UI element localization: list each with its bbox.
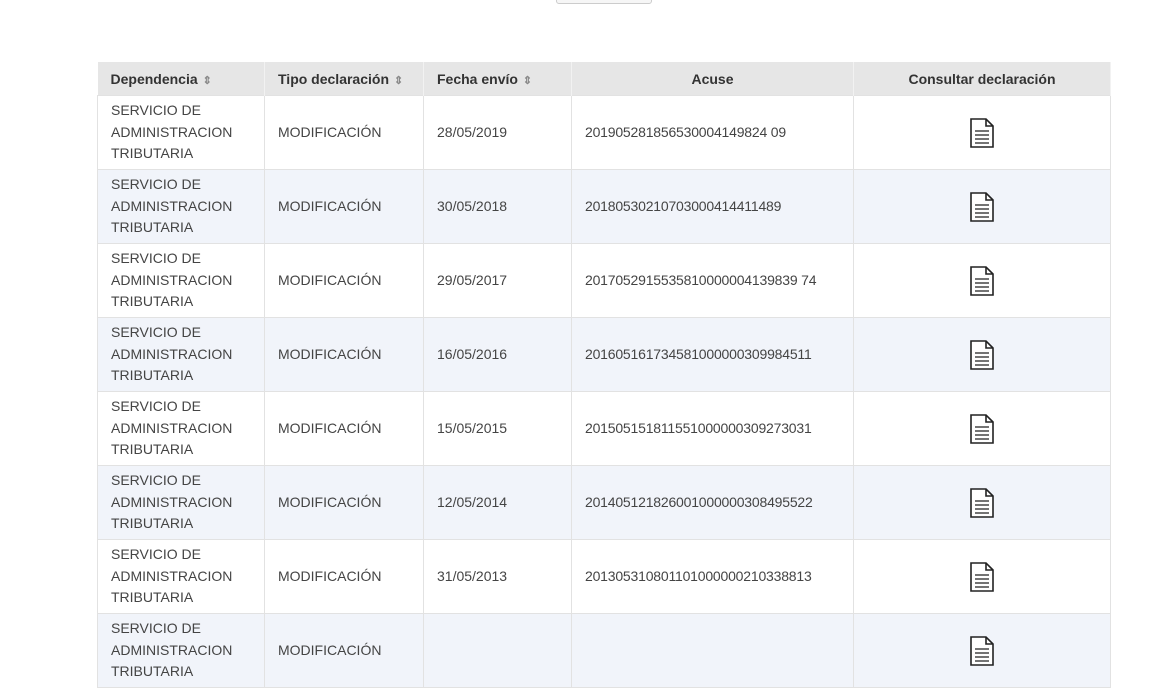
header-acuse: Acuse — [571, 62, 854, 96]
document-icon[interactable] — [969, 561, 995, 592]
document-icon[interactable] — [969, 487, 995, 518]
table-header-row: Dependencia ⇕ Tipo declaración ⇕ Fecha env… — [97, 62, 1111, 96]
cell-dependencia: SERVICIO DE ADMINISTRACION TRIBUTARIA — [97, 613, 265, 688]
cell-acuse: 201905281856530004149824 09 — [571, 95, 854, 170]
cell-fecha: 30/05/2018 — [423, 169, 572, 244]
document-icon[interactable] — [969, 265, 995, 296]
cell-fecha — [423, 613, 572, 688]
cell-consultar — [853, 613, 1111, 688]
cell-dependencia: SERVICIO DE ADMINISTRACION TRIBUTARIA — [97, 95, 265, 170]
cell-fecha: 12/05/2014 — [423, 465, 572, 540]
table-row: SERVICIO DE ADMINISTRACION TRIBUTARIA MOD… — [97, 613, 1111, 688]
cell-acuse: 201305310801101000000210338813 — [571, 539, 854, 614]
sort-icon[interactable]: ⇕ — [522, 74, 533, 87]
cell-fecha: 28/05/2019 — [423, 95, 572, 170]
cell-consultar — [853, 243, 1111, 318]
cell-fecha: 31/05/2013 — [423, 539, 572, 614]
cell-consultar — [853, 169, 1111, 244]
document-icon[interactable] — [969, 339, 995, 370]
cell-acuse: 20180530210703000414411489 — [571, 169, 854, 244]
header-fecha-envio[interactable]: Fecha envío ⇕ — [423, 62, 572, 96]
table-row: SERVICIO DE ADMINISTRACION TRIBUTARIA MOD… — [97, 243, 1111, 318]
cell-acuse: 201505151811551000000309273031 — [571, 391, 854, 466]
table-row: SERVICIO DE ADMINISTRACION TRIBUTARIA MOD… — [97, 169, 1111, 244]
cell-acuse: 2017052915535810000004139839 74 — [571, 243, 854, 318]
cell-dependencia: SERVICIO DE ADMINISTRACION TRIBUTARIA — [97, 465, 265, 540]
cell-dependencia: SERVICIO DE ADMINISTRACION TRIBUTARIA — [97, 317, 265, 392]
header-consultar-declaracion: Consultar declaración — [853, 62, 1111, 96]
cell-tipo: MODIFICACIÓN — [264, 391, 424, 466]
cell-dependencia: SERVICIO DE ADMINISTRACION TRIBUTARIA — [97, 391, 265, 466]
cell-tipo: MODIFICACIÓN — [264, 317, 424, 392]
cell-tipo: MODIFICACIÓN — [264, 539, 424, 614]
document-icon[interactable] — [969, 117, 995, 148]
cell-dependencia: SERVICIO DE ADMINISTRACION TRIBUTARIA — [97, 243, 265, 318]
top-button[interactable] — [556, 0, 652, 4]
table-row: SERVICIO DE ADMINISTRACION TRIBUTARIA MOD… — [97, 317, 1111, 392]
cell-acuse: 201605161734581000000309984511 — [571, 317, 854, 392]
table-row: SERVICIO DE ADMINISTRACION TRIBUTARIA MOD… — [97, 95, 1111, 170]
cell-tipo: MODIFICACIÓN — [264, 465, 424, 540]
cell-fecha: 29/05/2017 — [423, 243, 572, 318]
cell-acuse: 201405121826001000000308495522 — [571, 465, 854, 540]
table-row: SERVICIO DE ADMINISTRACION TRIBUTARIA MOD… — [97, 539, 1111, 614]
cell-dependencia: SERVICIO DE ADMINISTRACION TRIBUTARIA — [97, 169, 265, 244]
cell-consultar — [853, 391, 1111, 466]
cell-consultar — [853, 317, 1111, 392]
sort-icon[interactable]: ⇕ — [394, 74, 404, 87]
cell-tipo: MODIFICACIÓN — [264, 613, 424, 688]
header-dependencia[interactable]: Dependencia ⇕ — [97, 62, 265, 96]
sort-icon[interactable]: ⇕ — [202, 74, 212, 87]
cell-fecha: 16/05/2016 — [423, 317, 572, 392]
document-icon[interactable] — [969, 635, 995, 666]
cell-consultar — [853, 465, 1111, 540]
table-row: SERVICIO DE ADMINISTRACION TRIBUTARIA MOD… — [97, 465, 1111, 540]
cell-tipo: MODIFICACIÓN — [264, 95, 424, 170]
cell-acuse — [571, 613, 854, 688]
cell-consultar — [853, 95, 1111, 170]
cell-consultar — [853, 539, 1111, 614]
table-row: SERVICIO DE ADMINISTRACION TRIBUTARIA MOD… — [97, 391, 1111, 466]
cell-dependencia: SERVICIO DE ADMINISTRACION TRIBUTARIA — [97, 539, 265, 614]
document-icon[interactable] — [969, 191, 995, 222]
document-icon[interactable] — [969, 413, 995, 444]
declarations-table: Dependencia ⇕ Tipo declaración ⇕ Fecha env… — [97, 62, 1111, 688]
cell-tipo: MODIFICACIÓN — [264, 169, 424, 244]
cell-tipo: MODIFICACIÓN — [264, 243, 424, 318]
header-tipo-declaracion[interactable]: Tipo declaración ⇕ — [264, 62, 424, 96]
cell-fecha: 15/05/2015 — [423, 391, 572, 466]
